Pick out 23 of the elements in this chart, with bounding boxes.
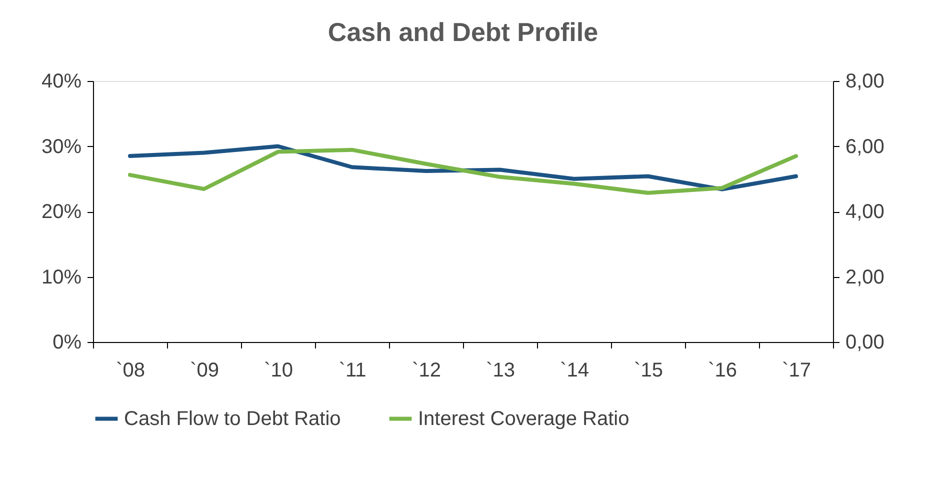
x-tick-label: `17 (782, 360, 811, 382)
y2-tick-label: 6,00 (846, 136, 884, 158)
y-tick-label: 30% (41, 136, 82, 158)
y2-tick-label: 4,00 (846, 201, 884, 223)
x-tick-label: `12 (412, 360, 441, 382)
y2-tick-label: 2,00 (846, 266, 884, 288)
x-tick-label: `16 (708, 360, 737, 382)
x-tick-label: `15 (634, 360, 663, 382)
y2-tick-label: 0,00 (846, 332, 884, 354)
chart-title: Cash and Debt Profile (328, 17, 598, 47)
x-tick-label: `09 (190, 360, 219, 382)
y-tick-label: 40% (41, 70, 82, 92)
legend-label: Interest Coverage Ratio (418, 408, 630, 430)
y-tick-label: 0% (52, 332, 82, 354)
x-tick-label: `08 (116, 360, 145, 382)
x-tick-label: `14 (560, 360, 589, 382)
y-tick-label: 20% (41, 201, 82, 223)
x-tick-label: `10 (264, 360, 293, 382)
y2-tick-label: 8,00 (846, 70, 884, 92)
y-tick-label: 10% (41, 266, 82, 288)
x-tick-label: `11 (338, 360, 366, 382)
x-tick-label: `13 (486, 360, 515, 382)
legend-label: Cash Flow to Debt Ratio (124, 408, 341, 430)
